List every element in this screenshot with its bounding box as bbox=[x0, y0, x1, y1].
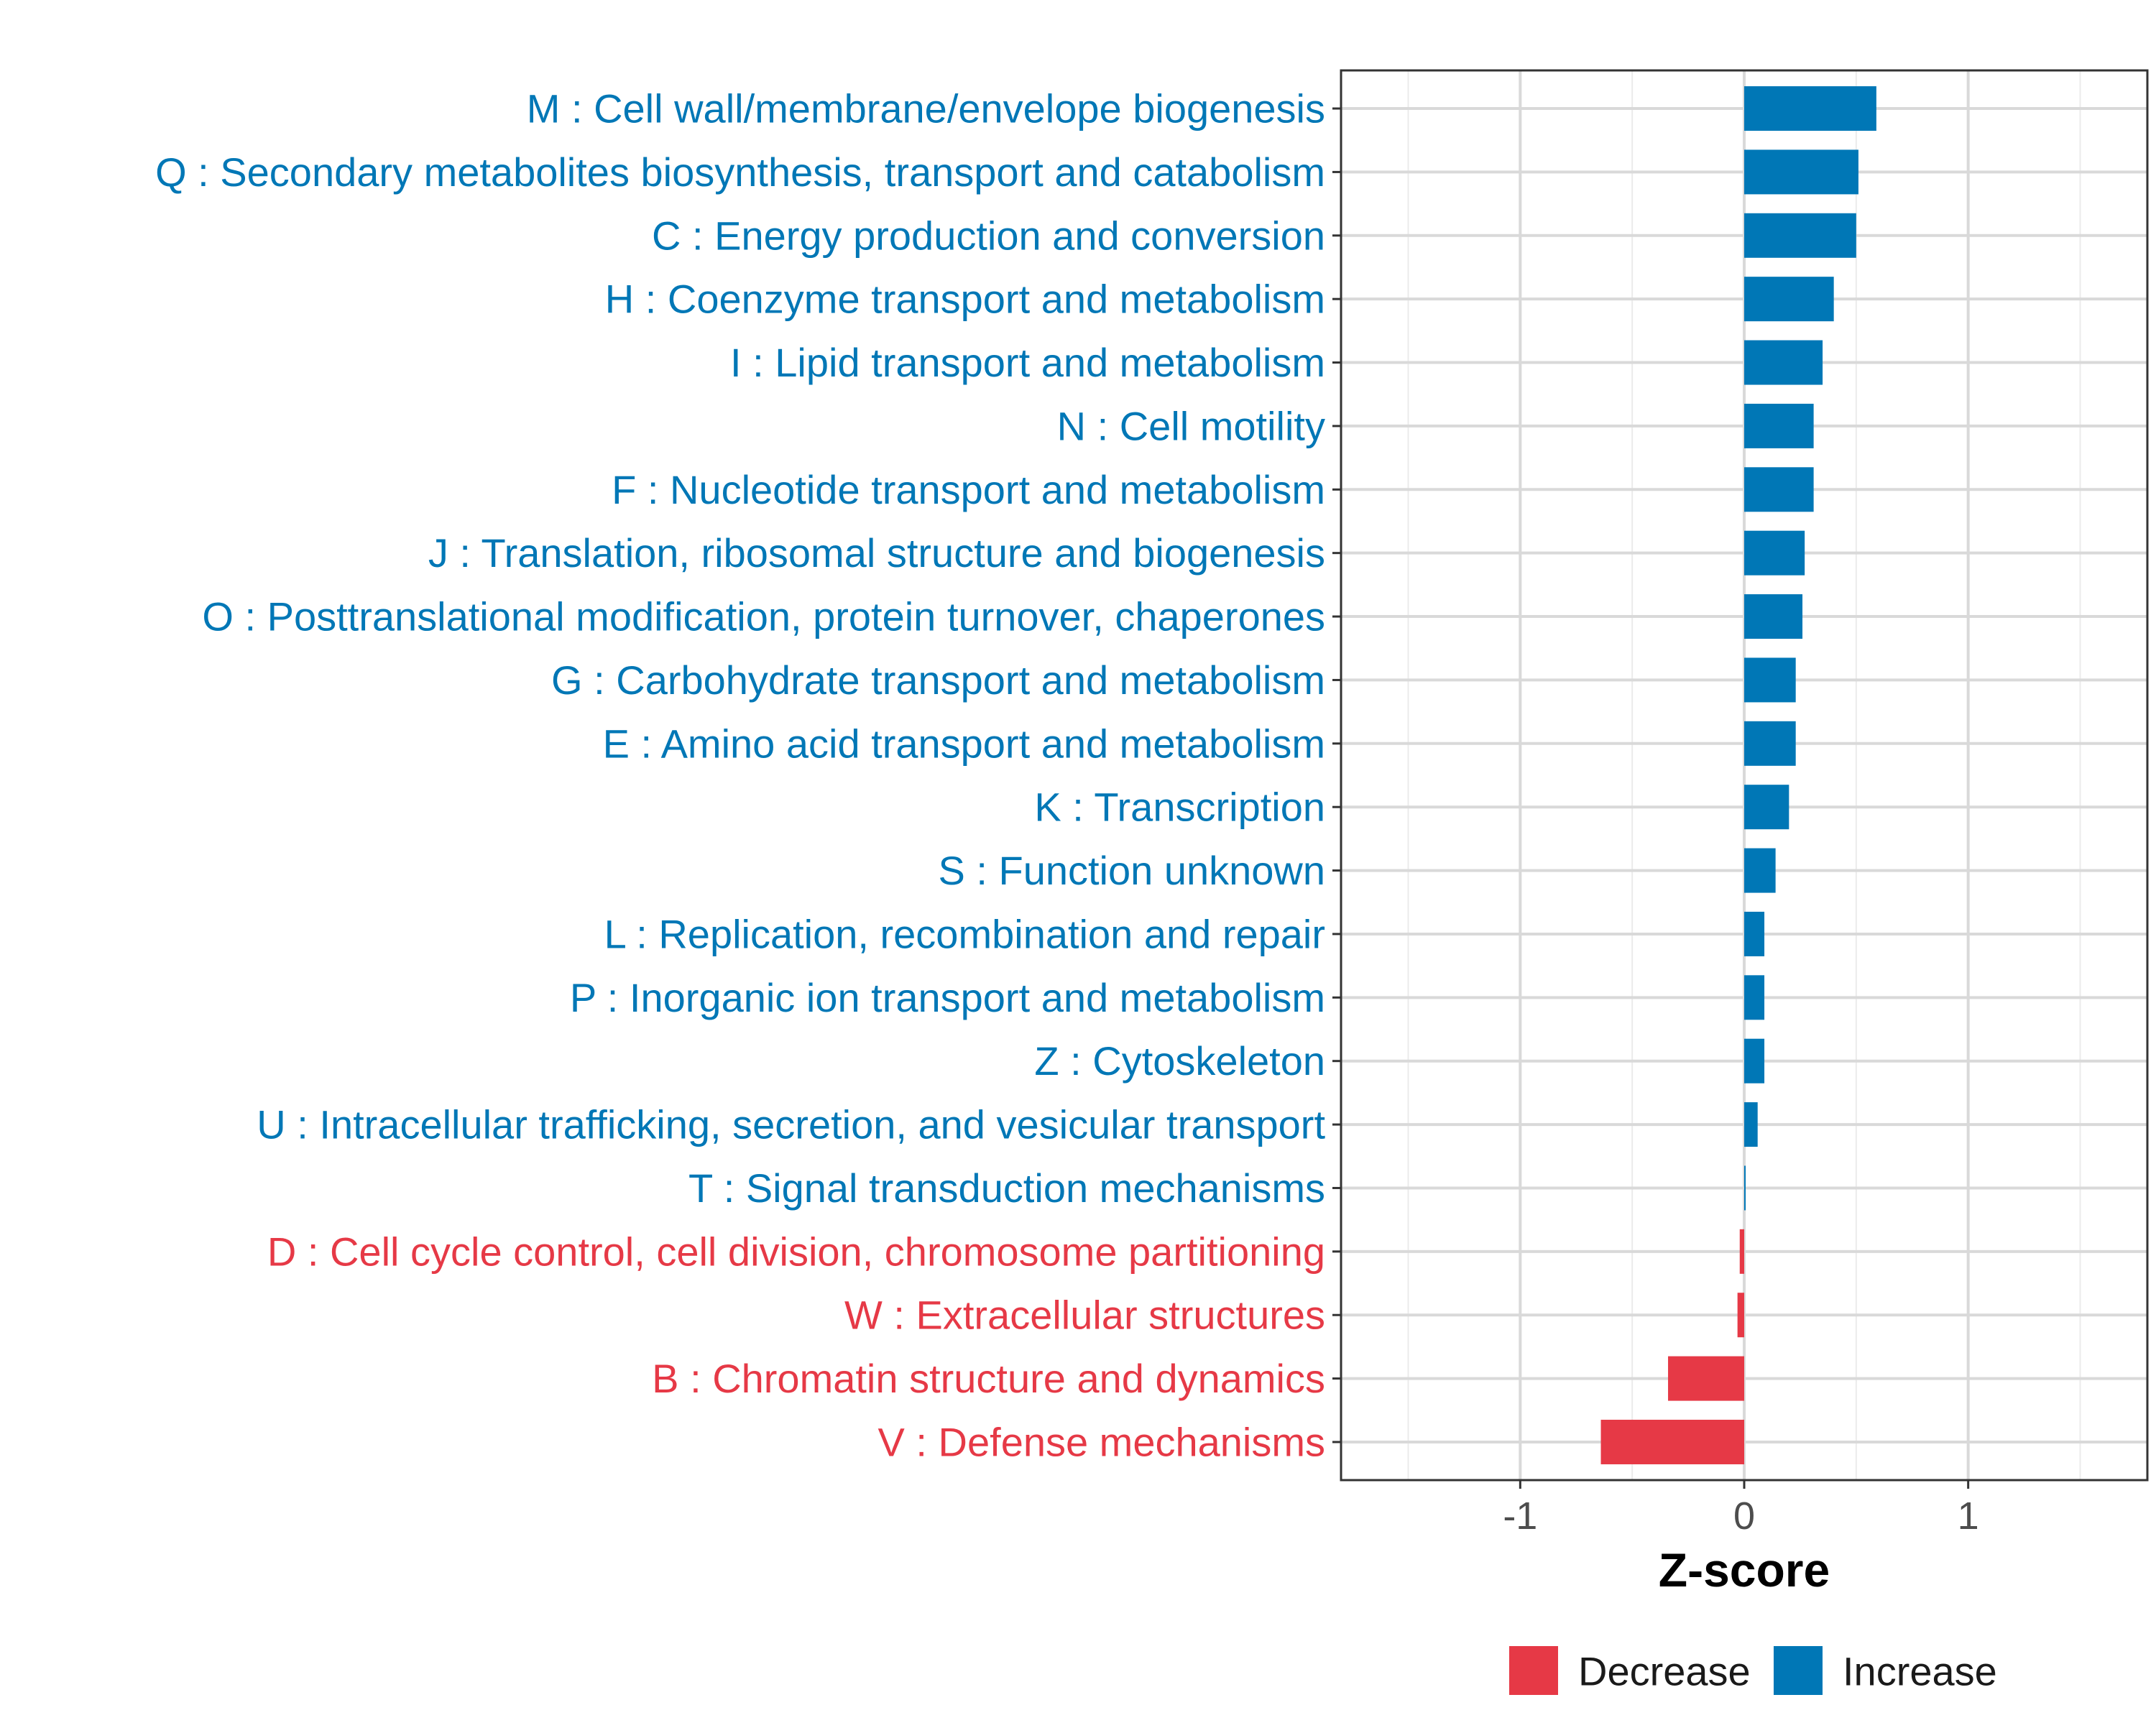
bar bbox=[1744, 340, 1823, 385]
legend-swatch-increase bbox=[1774, 1646, 1823, 1695]
category-label: D : Cell cycle control, cell division, c… bbox=[267, 1229, 1325, 1274]
category-label: F : Nucleotide transport and metabolism bbox=[612, 467, 1325, 512]
category-label: Z : Cytoskeleton bbox=[1034, 1038, 1325, 1084]
bar bbox=[1744, 403, 1814, 448]
x-tick-label: -1 bbox=[1503, 1494, 1537, 1538]
bar bbox=[1744, 848, 1776, 893]
category-label: Q : Secondary metabolites biosynthesis, … bbox=[155, 149, 1325, 195]
bar bbox=[1744, 1102, 1758, 1147]
bar bbox=[1739, 1229, 1744, 1274]
category-label: I : Lipid transport and metabolism bbox=[730, 340, 1325, 385]
bar bbox=[1744, 721, 1796, 766]
bar bbox=[1744, 530, 1805, 576]
category-label: O : Posttranslational modification, prot… bbox=[202, 594, 1325, 639]
legend-swatch-decrease bbox=[1509, 1646, 1558, 1695]
bar bbox=[1744, 911, 1765, 956]
bar bbox=[1744, 785, 1789, 830]
legend-label-increase: Increase bbox=[1843, 1649, 1997, 1694]
category-label: T : Signal transduction mechanisms bbox=[688, 1165, 1325, 1211]
category-label: N : Cell motility bbox=[1057, 403, 1325, 448]
x-tick-label: 1 bbox=[1958, 1494, 1979, 1538]
category-label: B : Chromatin structure and dynamics bbox=[652, 1356, 1325, 1401]
category-label: C : Energy production and conversion bbox=[652, 213, 1325, 258]
bar bbox=[1744, 213, 1856, 258]
bar bbox=[1737, 1293, 1744, 1338]
x-tick-label: 0 bbox=[1733, 1494, 1755, 1538]
category-label: J : Translation, ribosomal structure and… bbox=[428, 530, 1325, 576]
category-label: H : Coenzyme transport and metabolism bbox=[605, 277, 1325, 322]
bar bbox=[1744, 1038, 1765, 1084]
category-label: V : Defense mechanisms bbox=[878, 1419, 1325, 1464]
bar bbox=[1744, 467, 1814, 512]
category-label: K : Transcription bbox=[1034, 785, 1325, 830]
bar bbox=[1744, 657, 1796, 703]
bar bbox=[1668, 1356, 1744, 1401]
bar bbox=[1744, 277, 1834, 322]
x-axis-title: Z-score bbox=[1659, 1543, 1830, 1597]
bar bbox=[1744, 149, 1858, 195]
category-label: L : Replication, recombination and repai… bbox=[604, 911, 1325, 956]
bar bbox=[1744, 594, 1803, 639]
legend-label-decrease: Decrease bbox=[1578, 1649, 1751, 1694]
bar bbox=[1600, 1419, 1744, 1464]
category-label: P : Inorganic ion transport and metaboli… bbox=[570, 975, 1325, 1020]
bar bbox=[1744, 86, 1876, 131]
category-label: M : Cell wall/membrane/envelope biogenes… bbox=[527, 86, 1325, 131]
category-label: E : Amino acid transport and metabolism bbox=[603, 721, 1325, 766]
category-label: G : Carbohydrate transport and metabolis… bbox=[551, 657, 1325, 703]
category-label: U : Intracellular trafficking, secretion… bbox=[257, 1102, 1325, 1147]
category-label: W : Extracellular structures bbox=[844, 1293, 1325, 1338]
category-label: S : Function unknown bbox=[938, 848, 1325, 893]
bar bbox=[1744, 1165, 1746, 1211]
bar bbox=[1744, 975, 1765, 1020]
